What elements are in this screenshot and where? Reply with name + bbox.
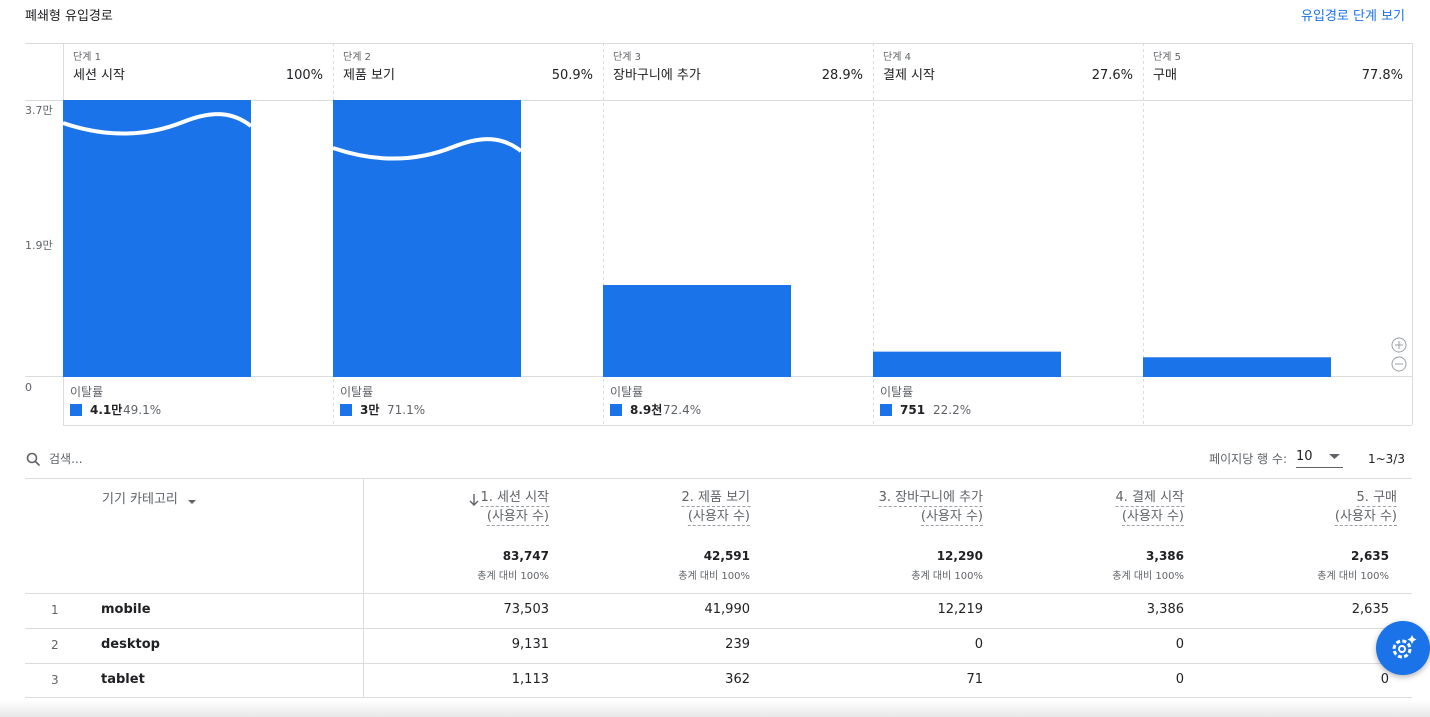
dropoff-count: 751 [900, 403, 926, 417]
step-name: 세션 시작 [73, 68, 125, 83]
bar [333, 100, 521, 377]
pagination-range: 1~3/3 [1367, 452, 1405, 466]
step-label: 단계 4 [883, 52, 911, 63]
column-header[interactable]: 2. 제품 보기 [681, 490, 750, 507]
row-value: 0 [1175, 637, 1184, 652]
dropoff-rate: 72.4% [663, 403, 702, 417]
dropoff-count: 3만 [360, 403, 380, 417]
column-header[interactable]: 4. 결제 시작 [1115, 490, 1184, 507]
row-value: 239 [725, 637, 750, 652]
row-dimension: tablet [101, 672, 145, 687]
total-note: 총계 대비 100% [1112, 571, 1184, 582]
rows-per-page-label: 페이지당 행 수: [1209, 452, 1287, 466]
dropoff-label: 이탈률 [70, 385, 104, 399]
column-header[interactable]: (사용자 수) [687, 509, 750, 526]
dropoff-swatch [610, 404, 622, 416]
row-value: 73,503 [503, 602, 550, 617]
y-tick-label: 3.7만 [25, 104, 53, 117]
total-value: 2,635 [1351, 549, 1389, 563]
dropoff-count: 4.1만 [90, 403, 123, 417]
bar [603, 284, 791, 377]
step-name: 결제 시작 [883, 68, 935, 83]
row-dimension: desktop [101, 637, 160, 652]
row-value: 362 [725, 672, 750, 687]
assistant-button[interactable] [1376, 621, 1430, 675]
zoom-controls[interactable] [1391, 337, 1407, 372]
row-value: 9,131 [511, 637, 549, 652]
column-divider [363, 478, 364, 697]
step-name: 구매 [1153, 68, 1177, 83]
column-header[interactable]: 3. 장바구니에 추가 [878, 490, 983, 507]
row-value: 12,219 [937, 602, 984, 617]
column-header[interactable]: (사용자 수) [1121, 509, 1184, 526]
step-label: 단계 1 [73, 52, 101, 63]
row-index: 1 [51, 603, 59, 617]
step-name: 장바구니에 추가 [613, 68, 701, 83]
step-label: 단계 3 [613, 52, 641, 63]
row-value: 0 [1380, 672, 1389, 687]
row-index: 2 [51, 638, 59, 652]
step-rate: 100% [285, 68, 323, 83]
dropoff-swatch [70, 404, 82, 416]
gear-icon [1392, 635, 1417, 659]
dropoff-rate: 71.1% [387, 403, 426, 417]
total-value: 12,290 [936, 549, 983, 563]
total-note: 총계 대비 100% [678, 571, 750, 582]
funnel-chart: 0 1.9만 3.7만 [25, 43, 1413, 426]
dropoff-label: 이탈률 [610, 385, 644, 399]
dropoff-count: 8.9천 [630, 403, 663, 417]
search-input[interactable]: 검색... [49, 452, 83, 466]
y-tick-label: 0 [25, 381, 32, 394]
step-rate: 50.9% [551, 68, 593, 83]
total-value: 42,591 [703, 549, 750, 563]
card-title: 폐쇄형 유입경로 [25, 9, 113, 24]
total-value: 83,747 [502, 549, 549, 563]
view-steps-link[interactable]: 유입경로 단계 보기 [1301, 9, 1405, 24]
dimension-header[interactable]: 기기 카테고리 [102, 492, 178, 507]
dropoff-rate: 49.1% [123, 403, 162, 417]
rows-per-page[interactable]: 10 [1296, 449, 1313, 464]
dropoff-label: 이탈률 [880, 385, 914, 399]
column-header[interactable]: 5. 구매 [1356, 490, 1397, 507]
column-header[interactable]: 1. 세션 시작 [480, 490, 549, 507]
step-label: 단계 2 [343, 52, 371, 63]
step-rate: 27.6% [1091, 68, 1133, 83]
bar [63, 100, 251, 377]
dropoff-swatch [880, 404, 892, 416]
dropoff-rate: 22.2% [933, 403, 972, 417]
total-value: 3,386 [1146, 549, 1184, 563]
step-rate: 28.9% [821, 68, 863, 83]
axis-break [62, 112, 253, 136]
total-note: 총계 대비 100% [911, 571, 983, 582]
bottom-shade [0, 700, 1430, 717]
step-label: 단계 5 [1153, 52, 1181, 63]
axis-break [332, 137, 523, 161]
total-note: 총계 대비 100% [477, 571, 549, 582]
dropoff-swatch [340, 404, 352, 416]
bar [873, 351, 1061, 377]
column-header[interactable]: (사용자 수) [486, 509, 549, 526]
bar [1143, 357, 1331, 377]
column-header[interactable]: (사용자 수) [1334, 509, 1397, 526]
row-value: 0 [1175, 672, 1184, 687]
row-value: 3,386 [1146, 602, 1184, 617]
dropoff-label: 이탈률 [340, 385, 374, 399]
step-name: 제품 보기 [343, 68, 395, 83]
table-icons [188, 494, 479, 506]
row-index: 3 [51, 673, 59, 687]
row-value: 41,990 [704, 602, 751, 617]
column-header[interactable]: (사용자 수) [920, 509, 983, 526]
row-value: 2,635 [1351, 602, 1389, 617]
row-value: 71 [966, 672, 983, 687]
row-dimension: mobile [101, 602, 151, 617]
row-value: 1,113 [511, 672, 549, 687]
bars [62, 100, 1331, 377]
total-note: 총계 대비 100% [1317, 571, 1389, 582]
row-value: 0 [974, 637, 983, 652]
search-bar-icons [26, 452, 1343, 468]
step-rate: 77.8% [1361, 68, 1403, 83]
y-tick-label: 1.9만 [25, 239, 53, 252]
